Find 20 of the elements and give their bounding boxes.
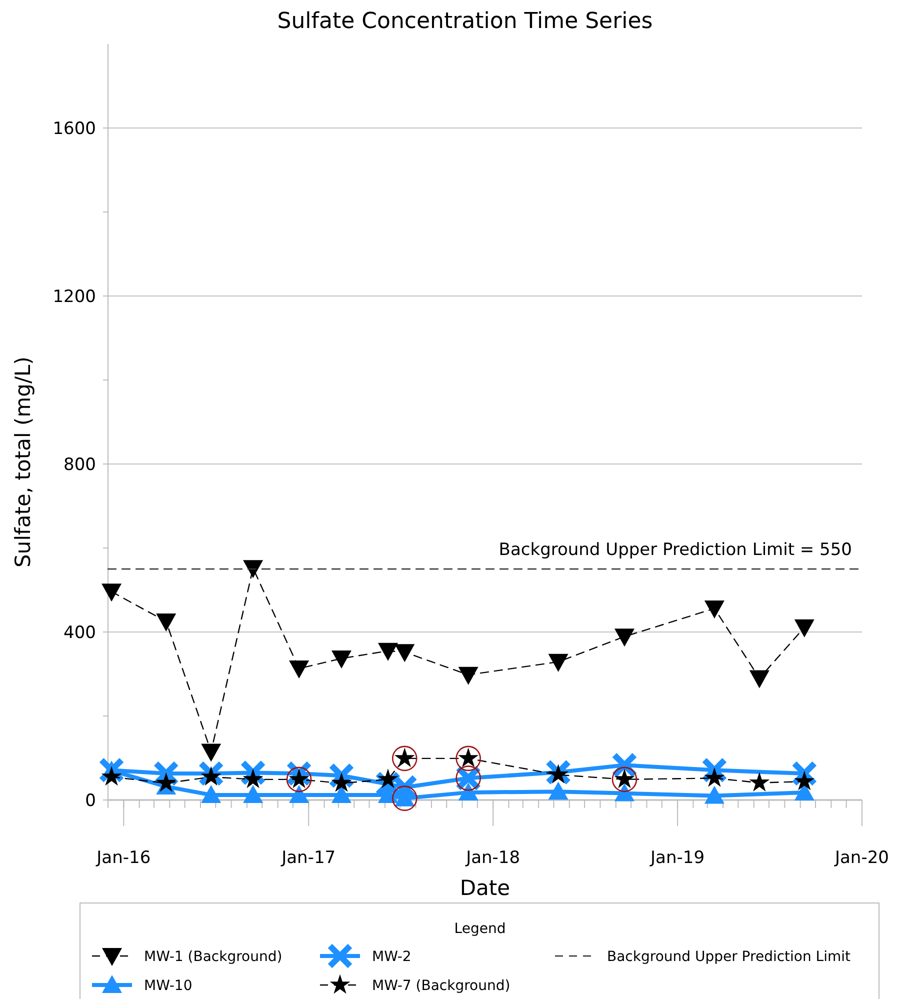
y-tick-label: 400 xyxy=(64,622,96,643)
x-tick-label: Jan-16 xyxy=(96,848,151,868)
legend-title: Legend xyxy=(454,921,506,937)
legend-label: Background Upper Prediction Limit xyxy=(607,948,852,965)
y-tick-label: 800 xyxy=(64,454,96,475)
y-tick-label: 1600 xyxy=(52,118,96,139)
legend-label: MW-10 xyxy=(144,978,192,994)
y-tick-label: 1200 xyxy=(52,286,96,307)
legend-label: MW-2 xyxy=(372,948,412,965)
x-axis-title: Date xyxy=(460,876,510,900)
y-tick-label: 0 xyxy=(85,790,96,811)
legend-label: MW-7 (Background) xyxy=(372,978,510,994)
x-tick-label: Jan-17 xyxy=(280,848,336,868)
x-tick-label: Jan-20 xyxy=(834,848,889,868)
legend-label: MW-1 (Background) xyxy=(144,948,282,965)
annotation: Background Upper Prediction Limit = 550 xyxy=(498,540,852,560)
chart-title: Sulfate Concentration Time Series xyxy=(277,9,653,34)
x-tick-label: Jan-19 xyxy=(650,848,705,868)
y-axis-title: Sulfate, total (mg/L) xyxy=(11,356,35,568)
x-tick-label: Jan-18 xyxy=(465,848,520,868)
